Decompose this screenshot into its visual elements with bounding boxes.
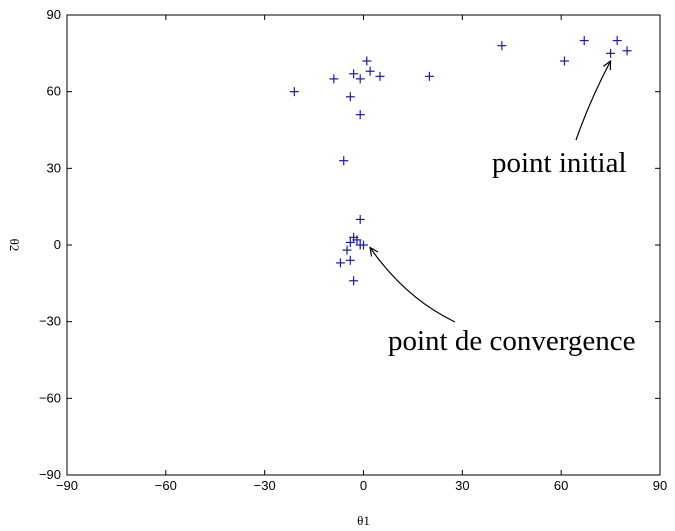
- plot-frame: [66, 14, 661, 476]
- data-point: [424, 71, 434, 81]
- data-point: [365, 66, 375, 76]
- annotations: point initial point de convergence: [369, 59, 635, 357]
- y-tick-label: −90: [39, 467, 61, 482]
- data-point: [362, 56, 372, 66]
- axis-ticks: −90 −60 −30 0 30 60 90 −90 −60 −30 0 30 60 90: [39, 7, 667, 493]
- y-tick-label: 30: [47, 160, 61, 175]
- data-point: [355, 74, 365, 84]
- data-point: [606, 48, 616, 58]
- data-point: [345, 92, 355, 102]
- data-point: [375, 71, 385, 81]
- annotation-arrowhead: [602, 59, 612, 71]
- x-tick-label: 30: [455, 478, 469, 493]
- data-point: [329, 74, 339, 84]
- x-tick-label: 60: [554, 478, 568, 493]
- annotation-arrow: [575, 60, 612, 141]
- data-point: [612, 36, 622, 46]
- data-point: [355, 110, 365, 120]
- data-point: [289, 87, 299, 97]
- data-point: [349, 276, 359, 286]
- annotation-label: point de convergence: [388, 325, 635, 357]
- data-point: [349, 69, 359, 79]
- y-tick-label: 90: [47, 7, 61, 22]
- x-tick-label: 0: [360, 478, 367, 493]
- y-tick-label: −30: [39, 314, 61, 329]
- data-point: [359, 240, 368, 250]
- data-point: [342, 245, 352, 255]
- y-tick-label: 60: [47, 84, 61, 99]
- data-point: [345, 237, 355, 247]
- data-point: [339, 156, 349, 166]
- data-point: [335, 258, 345, 268]
- data-point: [497, 41, 507, 51]
- data-point: [622, 46, 632, 56]
- data-point: [345, 255, 355, 265]
- x-axis-label: θ1: [357, 513, 370, 528]
- annotation-label: point initial: [492, 147, 627, 179]
- data-point: [355, 214, 365, 224]
- x-tick-label: −60: [155, 478, 177, 493]
- y-tick-label: −60: [39, 390, 61, 405]
- annotation-arrow: [369, 247, 456, 323]
- data-points: [289, 36, 632, 286]
- x-tick-label: −30: [254, 478, 276, 493]
- y-axis-label: θ2: [7, 239, 22, 252]
- data-point: [559, 56, 569, 66]
- data-point: [579, 36, 589, 46]
- x-tick-label: −90: [56, 478, 78, 493]
- annotation-arrowhead: [369, 246, 379, 257]
- x-tick-label: 90: [653, 478, 667, 493]
- data-point: [352, 235, 362, 245]
- y-tick-label: 0: [54, 237, 61, 252]
